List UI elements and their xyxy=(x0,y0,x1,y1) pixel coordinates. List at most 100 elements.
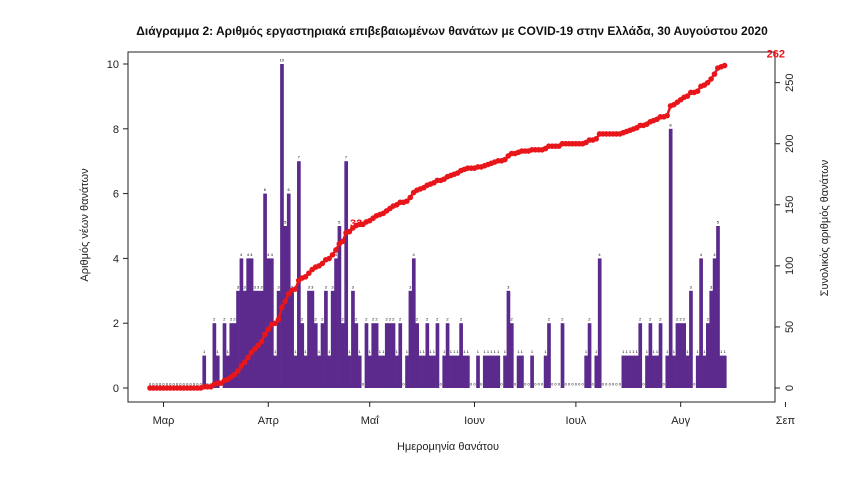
cumulative-point xyxy=(684,93,691,99)
bar-label: 6 xyxy=(287,187,290,192)
daily-bar xyxy=(695,355,700,388)
x-tick-label: Σεπ xyxy=(776,415,796,427)
bar-label: 4 xyxy=(413,252,416,257)
bar-label: 1 xyxy=(490,349,493,354)
daily-bar xyxy=(411,258,416,388)
daily-bar xyxy=(631,355,636,388)
bar-label: 1 xyxy=(666,349,669,354)
bar-label: 1 xyxy=(348,349,351,354)
cumulative-point xyxy=(258,338,265,345)
bar-label: 3 xyxy=(710,284,713,289)
bar-label: 1 xyxy=(406,349,409,354)
daily-bar xyxy=(435,323,440,388)
bar-label: 2 xyxy=(426,317,429,322)
daily-bar xyxy=(242,290,247,388)
bar-label: 0 xyxy=(402,382,405,387)
bar-label: 8 xyxy=(669,122,672,127)
daily-bar xyxy=(226,355,230,388)
bar-label: 3 xyxy=(507,284,510,289)
daily-bar xyxy=(395,355,399,388)
daily-bar xyxy=(405,355,409,388)
bar-label: 3 xyxy=(260,284,263,289)
bar-label: 1 xyxy=(646,349,649,354)
bar-label: 0 xyxy=(514,382,517,387)
bar-label: 1 xyxy=(379,349,382,354)
daily-bar xyxy=(530,355,534,388)
cumulative-point xyxy=(285,291,292,297)
bar-label: 1 xyxy=(653,349,656,354)
bar-label: 1 xyxy=(484,349,487,354)
daily-bar xyxy=(506,290,511,388)
daily-bar xyxy=(587,323,592,388)
bar-label: 1 xyxy=(629,349,632,354)
bar-label: 0 xyxy=(575,382,578,387)
daily-bar xyxy=(678,323,683,388)
bar-label: 1 xyxy=(294,349,297,354)
daily-bar xyxy=(313,323,318,388)
cumulative-point xyxy=(326,255,332,262)
cumulative-point xyxy=(265,326,272,333)
daily-bar xyxy=(722,355,727,388)
bar-label: 2 xyxy=(321,317,324,322)
daily-bar xyxy=(263,193,267,388)
bar-label: 3 xyxy=(244,284,247,289)
daily-bar xyxy=(303,355,308,388)
daily-bar xyxy=(459,323,463,388)
cumulative-point xyxy=(708,76,714,82)
annotation-final-total: 262 xyxy=(767,49,785,61)
bar-label: 3 xyxy=(311,284,314,289)
bar-label: 2 xyxy=(588,317,591,322)
bar-value-labels: 0000000000000000100210212234344333644131… xyxy=(149,58,727,387)
daily-bar xyxy=(689,290,693,388)
daily-bar xyxy=(520,355,524,388)
bar-label: 2 xyxy=(707,317,710,322)
bar-label: 1 xyxy=(450,349,453,354)
y-left-tick-label: 8 xyxy=(113,124,119,136)
cumulative-point xyxy=(275,316,282,323)
daily-bar xyxy=(384,323,389,388)
bar-label: 1 xyxy=(318,349,321,354)
daily-bar xyxy=(648,323,653,388)
bar-label: 0 xyxy=(534,382,537,387)
daily-bar xyxy=(594,355,599,388)
daily-bar xyxy=(685,355,690,388)
daily-bar xyxy=(702,355,707,388)
daily-bar xyxy=(442,355,447,388)
bar-label: 3 xyxy=(277,284,280,289)
bar-label: 1 xyxy=(504,349,507,354)
daily-bar xyxy=(280,64,284,388)
y-left-tick-label: 0 xyxy=(113,383,119,395)
bar-label: 3 xyxy=(308,284,311,289)
bar-label: 3 xyxy=(291,284,294,289)
daily-bar xyxy=(449,355,453,388)
daily-bar xyxy=(476,355,480,388)
x-tick-label: Ιουλ xyxy=(566,415,587,427)
bar-label: 1 xyxy=(595,349,598,354)
bar-label: 2 xyxy=(375,317,378,322)
y-right-tick-label: 250 xyxy=(784,73,796,91)
cumulative-point xyxy=(262,331,268,338)
bar-label: 1 xyxy=(544,349,547,354)
daily-bar xyxy=(455,355,460,388)
bar-label: 2 xyxy=(392,317,395,322)
bar-label: 0 xyxy=(642,382,645,387)
daily-bar xyxy=(371,323,376,388)
bar-label: 0 xyxy=(149,382,152,387)
daily-bar xyxy=(236,290,240,388)
bar-label: 2 xyxy=(355,317,358,322)
bar-label: 1 xyxy=(274,349,277,354)
cumulative-point xyxy=(306,270,312,276)
bar-label: 0 xyxy=(592,382,595,387)
daily-bar xyxy=(202,355,207,388)
bar-label: 0 xyxy=(193,382,196,387)
bar-label: 0 xyxy=(473,382,476,387)
annotation-mid-total: 32 xyxy=(350,218,362,230)
cumulative-point xyxy=(333,247,339,253)
daily-bar xyxy=(712,258,717,388)
bar-label: 0 xyxy=(615,382,618,387)
bar-label: 0 xyxy=(568,382,571,387)
daily-bar xyxy=(716,226,720,388)
daily-bar xyxy=(597,258,602,388)
bar-label: 3 xyxy=(257,284,260,289)
